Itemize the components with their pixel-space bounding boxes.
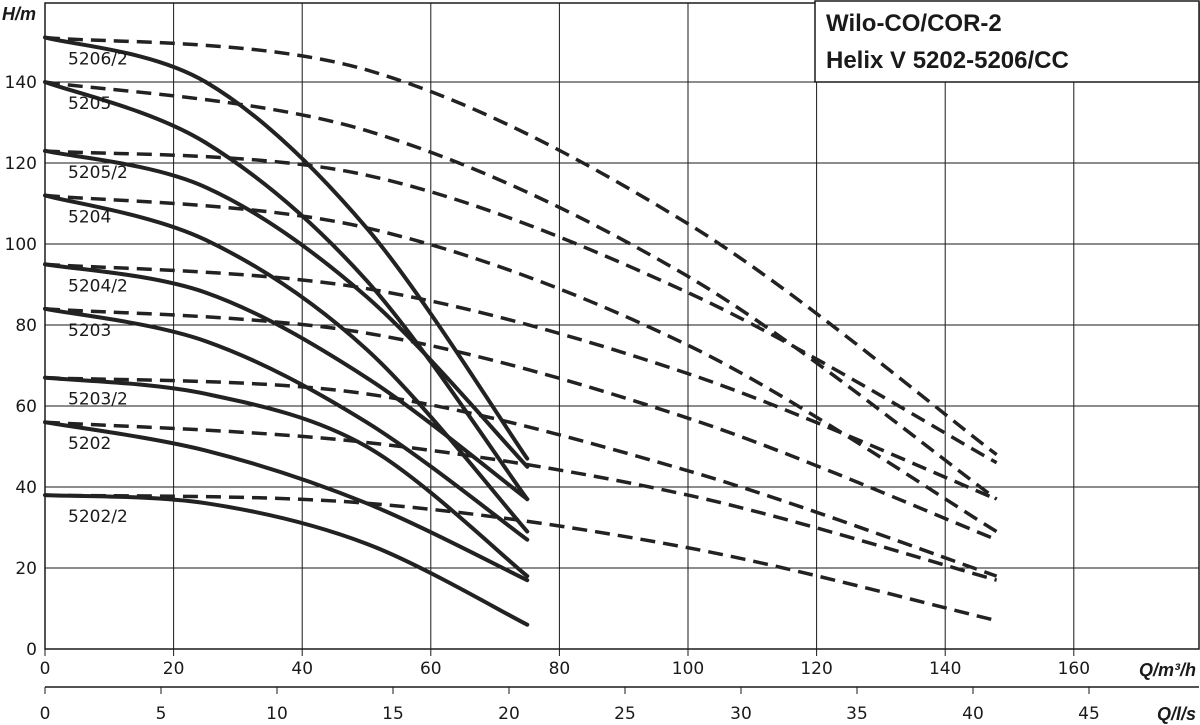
y-axis-label: H/m: [2, 4, 36, 24]
y-tick-label: 60: [15, 397, 37, 417]
curve-label: 5204: [68, 207, 111, 227]
curve-label: 5203: [68, 321, 111, 341]
x-tick-label: 100: [672, 659, 704, 679]
curve-label: 5202: [68, 434, 111, 454]
curve-5203-2-dashed: [44, 375, 998, 578]
y-tick-label: 40: [15, 478, 37, 498]
axes: 0 20 40 60 80 100 120 140 0 20 40 60 80 100 120 140 160 0…: [5, 73, 1199, 724]
curve-5205-2-solid: [43, 148, 530, 469]
x2-tick-label: 30: [730, 704, 752, 724]
x-tick-label: 140: [929, 659, 961, 679]
x2-tick-label: 10: [266, 704, 288, 724]
curve-label: 5206/2: [68, 49, 128, 69]
curve-labels: 5206/2 5205 5205/2 5204 5204/2 5203 5203/2 5202…: [68, 49, 128, 527]
x-tick-label: 0: [40, 659, 51, 679]
curve-5204-dashed: [44, 193, 998, 534]
curve-5203-dashed: [44, 307, 998, 542]
x-tick-label: 160: [1058, 659, 1090, 679]
title-box: Wilo-CO/COR-2 Helix V 5202-5206/CC: [814, 0, 1200, 83]
x2-tick-label: 20: [498, 704, 520, 724]
x-tick-label: 80: [549, 659, 571, 679]
y-tick-label: 0: [26, 640, 37, 660]
chart-title-line-1: Wilo-CO/COR-2: [826, 10, 1002, 37]
x2-tick-label: 35: [846, 704, 868, 724]
curve-5202-dashed: [44, 420, 998, 582]
x-axis-label: Q/m³/h: [1139, 660, 1196, 680]
curve-5202-2-dashed: [44, 493, 998, 623]
curve-5206-2-dashed: [44, 35, 998, 457]
x2-tick-label: 25: [614, 704, 636, 724]
curve-5205-dashed: [44, 80, 998, 501]
curve-label: 5202/2: [68, 507, 128, 527]
x-tick-label: 20: [163, 659, 185, 679]
curve-5203-solid: [43, 306, 530, 542]
y-tick-label: 80: [15, 316, 37, 336]
curve-5203-2-solid: [43, 375, 530, 579]
y-tick-label: 100: [5, 235, 37, 255]
curve-label: 5205: [68, 94, 111, 114]
y-tick-label: 120: [5, 154, 37, 174]
chart-title-line-2: Helix V 5202-5206/CC: [826, 47, 1069, 74]
x-tick-label: 60: [420, 659, 442, 679]
grid: [44, 2, 1200, 650]
x2-axis-label: Q/l/s: [1157, 704, 1196, 724]
curve-5204-2-dashed: [44, 262, 998, 501]
x2-tick-label: 40: [962, 704, 984, 724]
curve-5204-solid: [43, 193, 530, 534]
curve-5205-2-dashed: [44, 149, 998, 465]
x-tick-label: 120: [800, 659, 832, 679]
x2-tick-label: 15: [382, 704, 404, 724]
curve-label: 5204/2: [68, 276, 128, 296]
x2-tick-label: 45: [1078, 704, 1100, 724]
curve-5202-solid: [43, 420, 530, 583]
curve-label: 5203/2: [68, 390, 128, 410]
x2-tick-label: 5: [156, 704, 167, 724]
y-tick-label: 20: [15, 559, 37, 579]
y-tick-label: 140: [5, 73, 37, 93]
curve-label: 5205/2: [68, 163, 128, 183]
x2-tick-label: 0: [40, 704, 51, 724]
curve-5206-2-solid: [43, 35, 530, 461]
curve-5204-2-solid: [43, 262, 530, 502]
curves: [43, 35, 998, 627]
x-tick-label: 40: [291, 659, 313, 679]
